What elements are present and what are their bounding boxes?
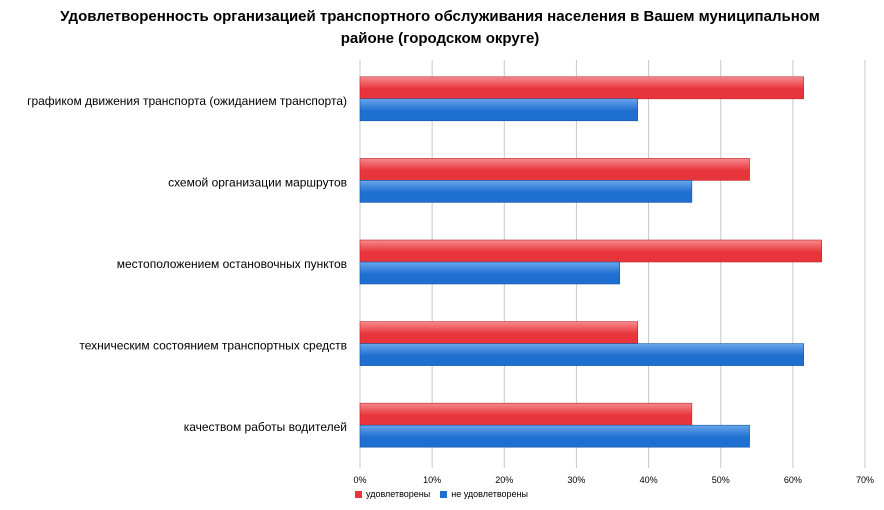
bar-satisfied [359,76,804,100]
category-label: техническим состоянием транспортных сред… [79,339,347,353]
bars [359,76,823,448]
legend-swatch-not-satisfied [440,490,448,498]
category-label: графиком движения транспорта (ожиданием … [27,94,347,108]
x-tick-label: 20% [495,475,513,485]
category-label: качеством работы водителей [184,420,347,434]
x-tick-label: 60% [784,475,802,485]
legend: удовлетворены не удовлетворены [355,489,538,499]
legend-item-not-satisfied: не удовлетворены [440,489,528,499]
x-tick-label: 10% [423,475,441,485]
bar-not-satisfied [359,343,804,366]
bar-not-satisfied [359,180,693,203]
bar-satisfied [359,158,750,181]
bar-not-satisfied [359,424,750,448]
legend-label-not-satisfied: не удовлетворены [451,489,528,499]
bar-not-satisfied [359,98,639,122]
legend-swatch-satisfied [355,490,362,498]
category-label: местоположением остановочных пунктов [117,257,347,271]
x-tick-label: 50% [712,475,730,485]
bar-satisfied [359,402,693,426]
x-tick-label: 0% [353,475,366,485]
legend-label-satisfied: удовлетворены [366,489,431,499]
bar-not-satisfied [359,261,621,285]
chart-title: Удовлетворенность организацией транспорт… [60,8,820,47]
grid-lines [359,60,866,468]
bar-satisfied [359,321,639,344]
category-label: схемой организации маршрутов [168,175,347,189]
category-labels: графиком движения транспорта (ожиданием … [27,94,347,434]
x-tick-label: 40% [640,475,658,485]
x-tick-label: 70% [856,475,874,485]
legend-item-satisfied: удовлетворены [355,489,430,499]
bar-satisfied [359,239,823,263]
x-tick-label: 30% [567,475,585,485]
x-axis-ticks: 0% 10% 20% 30% 40% 50% 60% 70% [353,475,874,485]
